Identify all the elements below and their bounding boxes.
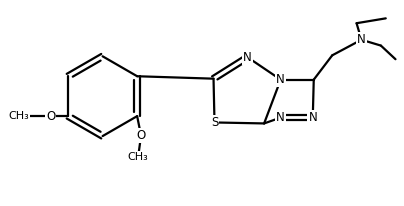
Text: N: N (276, 111, 285, 124)
Text: N: N (308, 111, 317, 124)
Text: O: O (137, 129, 146, 142)
Text: N: N (357, 33, 366, 46)
Text: CH₃: CH₃ (8, 111, 29, 121)
Text: S: S (211, 116, 218, 129)
Text: N: N (243, 51, 252, 64)
Text: O: O (46, 110, 55, 123)
Text: CH₃: CH₃ (128, 152, 149, 162)
Text: N: N (276, 73, 285, 86)
